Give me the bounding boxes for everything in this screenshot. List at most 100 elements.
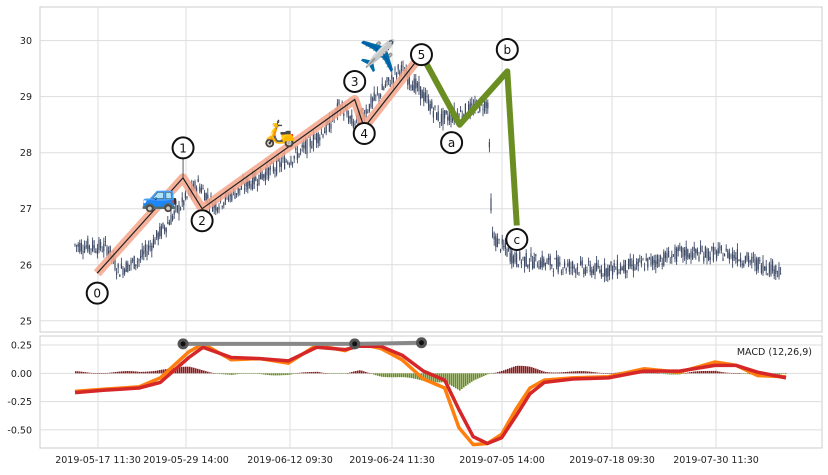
signal-line	[74, 344, 787, 446]
candle-body	[418, 82, 420, 92]
candle-body	[570, 267, 572, 268]
macd-histogram-bar	[501, 370, 503, 374]
candle-body	[770, 264, 772, 275]
candle-body	[194, 181, 196, 190]
candle-body	[104, 241, 106, 243]
macd-histogram-bar	[255, 373, 257, 374]
candle-body	[309, 138, 311, 147]
candle-body	[429, 104, 431, 111]
macd-histogram-bar	[325, 373, 327, 374]
candle-body	[503, 245, 505, 248]
candle-body	[605, 268, 607, 277]
candle-body	[114, 259, 116, 270]
macd-histogram-bar	[661, 373, 663, 374]
macd-histogram-bar	[391, 373, 393, 378]
wave-label-circle	[495, 37, 519, 61]
candle-body	[695, 249, 697, 254]
macd-histogram-bar	[561, 372, 563, 374]
macd-histogram-bar	[387, 373, 389, 378]
candle-body	[725, 248, 727, 251]
macd-histogram-bar	[177, 367, 179, 374]
candle-body	[749, 260, 751, 262]
candle-body	[183, 200, 185, 206]
macd-histogram-bar	[527, 366, 529, 374]
candle-body	[181, 197, 183, 203]
candle-body	[428, 99, 430, 110]
candle-body	[634, 267, 636, 271]
candle-body	[621, 267, 623, 271]
macd-histogram-bar	[717, 371, 719, 374]
macd-histogram-bar	[375, 373, 377, 376]
candle-body	[244, 188, 246, 190]
macd-histogram-bar	[701, 371, 703, 374]
candle-body	[637, 259, 639, 267]
candle-body	[224, 193, 226, 202]
candle-body	[645, 258, 647, 261]
candle-body	[164, 227, 166, 231]
candle-body	[701, 251, 703, 253]
macd-histogram-bar	[707, 370, 709, 374]
macd-histogram-bar	[535, 368, 537, 374]
candle-body	[768, 263, 770, 273]
candle-body	[156, 230, 158, 238]
macd-histogram-bar	[469, 373, 471, 384]
macd-histogram-bar	[339, 373, 341, 374]
macd-histogram-bar	[361, 370, 363, 374]
candle-body	[596, 262, 598, 271]
macd-histogram-bar	[615, 372, 617, 374]
candle-body	[168, 222, 170, 226]
candle-body	[300, 149, 302, 151]
candle-body	[261, 173, 263, 180]
candle-body	[272, 165, 274, 172]
macd-histogram-bar	[583, 371, 585, 374]
macd-histogram-bar	[297, 373, 299, 374]
macd-histogram-bar	[571, 371, 573, 374]
candle-body	[544, 262, 546, 266]
macd-histogram-bar	[611, 373, 613, 374]
candle-body	[437, 111, 439, 121]
macd-histogram-bar	[267, 373, 269, 376]
macd-histogram-bar	[481, 373, 483, 377]
macd-histogram-bar	[405, 373, 407, 378]
macd-histogram-bar	[235, 373, 237, 375]
candle-body	[538, 266, 540, 270]
candle-body	[199, 186, 201, 192]
macd-histogram-bar	[75, 371, 77, 374]
candle-body	[589, 264, 591, 273]
candle-body	[213, 203, 215, 208]
macd-histogram-bar	[477, 373, 479, 379]
candle-body	[527, 265, 529, 268]
candle-body	[599, 269, 601, 273]
candle-body	[76, 245, 78, 247]
candle-body	[447, 116, 449, 121]
macd-histogram-bar	[91, 372, 93, 374]
macd-histogram-bar	[263, 373, 265, 375]
candle-body	[776, 271, 778, 272]
macd-histogram-bar	[541, 370, 543, 374]
candle-body	[439, 121, 441, 124]
macd-histogram-bar	[659, 373, 661, 374]
macd-histogram-bar	[343, 373, 345, 374]
macd-histogram-bar	[453, 373, 455, 388]
macd-histogram-bar	[431, 373, 433, 383]
candle-body	[580, 261, 582, 265]
candle-body	[314, 138, 316, 140]
candle-body	[576, 266, 578, 270]
macd-histogram-bar	[383, 373, 385, 377]
macd-histogram-bar	[505, 369, 507, 374]
macd-legend: MACD (12,26,9)	[737, 347, 812, 358]
candle-body	[616, 260, 618, 276]
candle-body	[541, 255, 543, 268]
candle-body	[719, 246, 721, 248]
macd-histogram-bar	[127, 371, 129, 374]
candle-body	[247, 179, 249, 190]
wave-label: a	[448, 136, 455, 150]
candle-body	[741, 263, 743, 266]
candle-body	[402, 65, 404, 67]
macd-histogram-bar	[451, 373, 453, 386]
macd-histogram-bar	[711, 370, 713, 374]
price-y-tick-label: 27	[20, 204, 32, 215]
macd-histogram-bar	[587, 371, 589, 374]
macd-histogram-bar	[205, 371, 207, 374]
wave-label-circle	[171, 136, 195, 160]
